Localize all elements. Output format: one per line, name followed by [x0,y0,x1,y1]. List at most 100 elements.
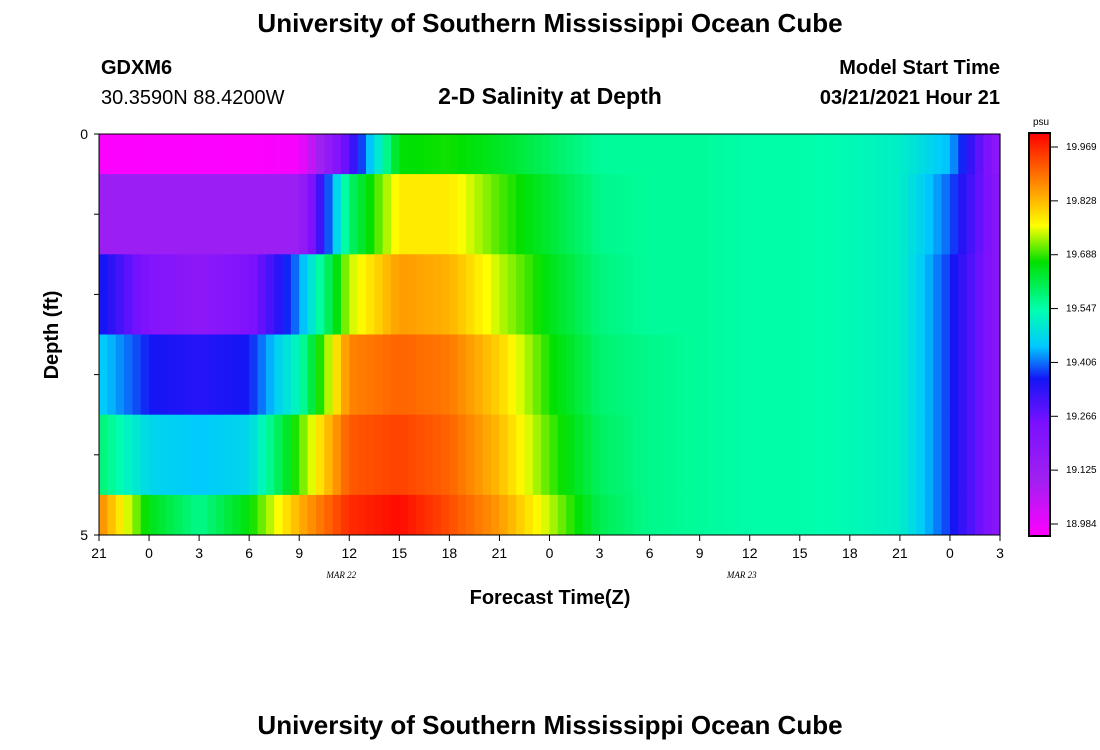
heatmap-cell-layer-2 [883,254,893,335]
heatmap-cell-layer-2 [441,254,450,335]
heatmap-cell-layer-0 [399,134,409,175]
heatmap-cell-layer-3 [482,334,492,416]
heatmap-cell-layer-4 [774,414,784,496]
heatmap-cell-layer-3 [599,334,609,416]
heatmap-cell-layer-4 [691,414,701,496]
heatmap-cell-layer-2 [799,254,809,335]
heatmap-cell-layer-5 [157,494,167,536]
x-tick-label: 21 [892,545,908,561]
heatmap-cell-layer-3 [516,334,526,416]
heatmap-cell-layer-1 [716,174,726,255]
heatmap-cell-layer-5 [174,494,184,536]
heatmap-cell-layer-5 [616,494,626,536]
x-tick-label: 6 [245,545,253,561]
heatmap-cell-layer-4 [199,414,209,496]
heatmap-cell-layer-5 [282,494,292,536]
heatmap-cell-layer-4 [132,414,142,496]
heatmap-cell-layer-0 [874,134,884,175]
heatmap-cell-layer-4 [941,414,951,496]
heatmap-cell-layer-2 [833,254,843,335]
heatmap-cell-layer-3 [549,334,559,416]
heatmap-cell-layer-4 [532,414,542,496]
heatmap-cell-layer-0 [157,134,167,175]
heatmap-cell-layer-3 [524,334,534,416]
heatmap-cell-layer-5 [891,494,901,536]
x-tick-label: 6 [646,545,654,561]
heatmap-cell-layer-4 [758,414,767,496]
heatmap-cell-layer-0 [282,134,292,175]
heatmap-cell-layer-0 [891,134,901,175]
heatmap-cell-layer-5 [99,494,108,536]
heatmap-cell-layer-2 [482,254,492,335]
heatmap-cell-layer-4 [107,414,117,496]
heatmap-cell-layer-3 [290,334,300,416]
heatmap-cell-layer-4 [516,414,526,496]
heatmap-cell-layer-5 [682,494,692,536]
heatmap-cell-layer-5 [124,494,133,536]
heatmap-cell-layer-2 [315,254,325,335]
heatmap-cell-layer-0 [199,134,209,175]
heatmap-cell-layer-5 [449,494,459,536]
heatmap-cell-layer-1 [449,174,459,255]
colorbar-label: 19.266 [1066,411,1097,422]
heatmap-cell-layer-3 [891,334,901,416]
heatmap-cell-layer-2 [99,254,108,335]
heatmap-cell-layer-2 [265,254,275,335]
heatmap-cell-layer-0 [441,134,450,175]
heatmap-cell-layer-4 [299,414,309,496]
heatmap-cell-layer-0 [666,134,676,175]
heatmap-cell-layer-0 [841,134,851,175]
heatmap-cell-layer-3 [399,334,409,416]
heatmap-cell-layer-1 [124,174,133,255]
heatmap-cell-layer-3 [758,334,767,416]
heatmap-cell-layer-5 [365,494,375,536]
heatmap-cell-layer-3 [174,334,184,416]
heatmap-cell-layer-4 [215,414,225,496]
heatmap-cell-layer-1 [866,174,876,255]
heatmap-cell-layer-0 [749,134,759,175]
heatmap-cell-layer-2 [124,254,133,335]
heatmap-cell-layer-5 [691,494,701,536]
heatmap-cell-layer-2 [532,254,542,335]
heatmap-cell-layer-0 [908,134,918,175]
heatmap-cell-layer-2 [607,254,617,335]
heatmap-cell-layer-1 [282,174,292,255]
heatmap-cell-layer-5 [165,494,175,536]
x-tick-label: 3 [195,545,203,561]
heatmap-cell-layer-3 [908,334,918,416]
heatmap-cell-layer-4 [808,414,818,496]
heatmap-cell-layer-0 [390,134,400,175]
heatmap-cell-layer-5 [257,494,267,536]
heatmap-cell-layer-2 [908,254,918,335]
heatmap-cell-layer-0 [816,134,826,175]
heatmap-cell-layer-0 [766,134,776,175]
heatmap-cell-layer-1 [482,174,492,255]
heatmap-cell-layer-4 [232,414,242,496]
heatmap-cell-layer-0 [799,134,809,175]
heatmap-cell-layer-0 [224,134,234,175]
heatmap-cell-layer-4 [374,414,384,496]
heatmap-cell-layer-0 [808,134,818,175]
heatmap-cell-layer-4 [641,414,651,496]
heatmap-cell-layer-3 [632,334,642,416]
heatmap-cell-layer-0 [933,134,943,175]
heatmap-cell-layer-2 [874,254,884,335]
heatmap-cell-layer-5 [841,494,851,536]
heatmap-cell-layer-1 [899,174,909,255]
heatmap-cell-layer-3 [324,334,334,416]
heatmap-cell-layer-5 [966,494,976,536]
y-tick-label: 0 [80,126,88,142]
heatmap-cell-layer-0 [949,134,959,175]
heatmap-cell-layer-1 [933,174,943,255]
heatmap-cell-layer-5 [949,494,959,536]
heatmap-cell-layer-0 [265,134,275,175]
heatmap-cell-layer-1 [357,174,367,255]
heatmap-cell-layer-4 [874,414,884,496]
heatmap-cell-layer-0 [232,134,242,175]
colorbar-label: 19.828 [1066,196,1097,207]
heatmap-cell-layer-4 [449,414,459,496]
heatmap-cell-layer-0 [182,134,192,175]
heatmap-cell-layer-3 [390,334,400,416]
heatmap-cell-layer-5 [741,494,751,536]
heatmap-cell-layer-3 [499,334,509,416]
